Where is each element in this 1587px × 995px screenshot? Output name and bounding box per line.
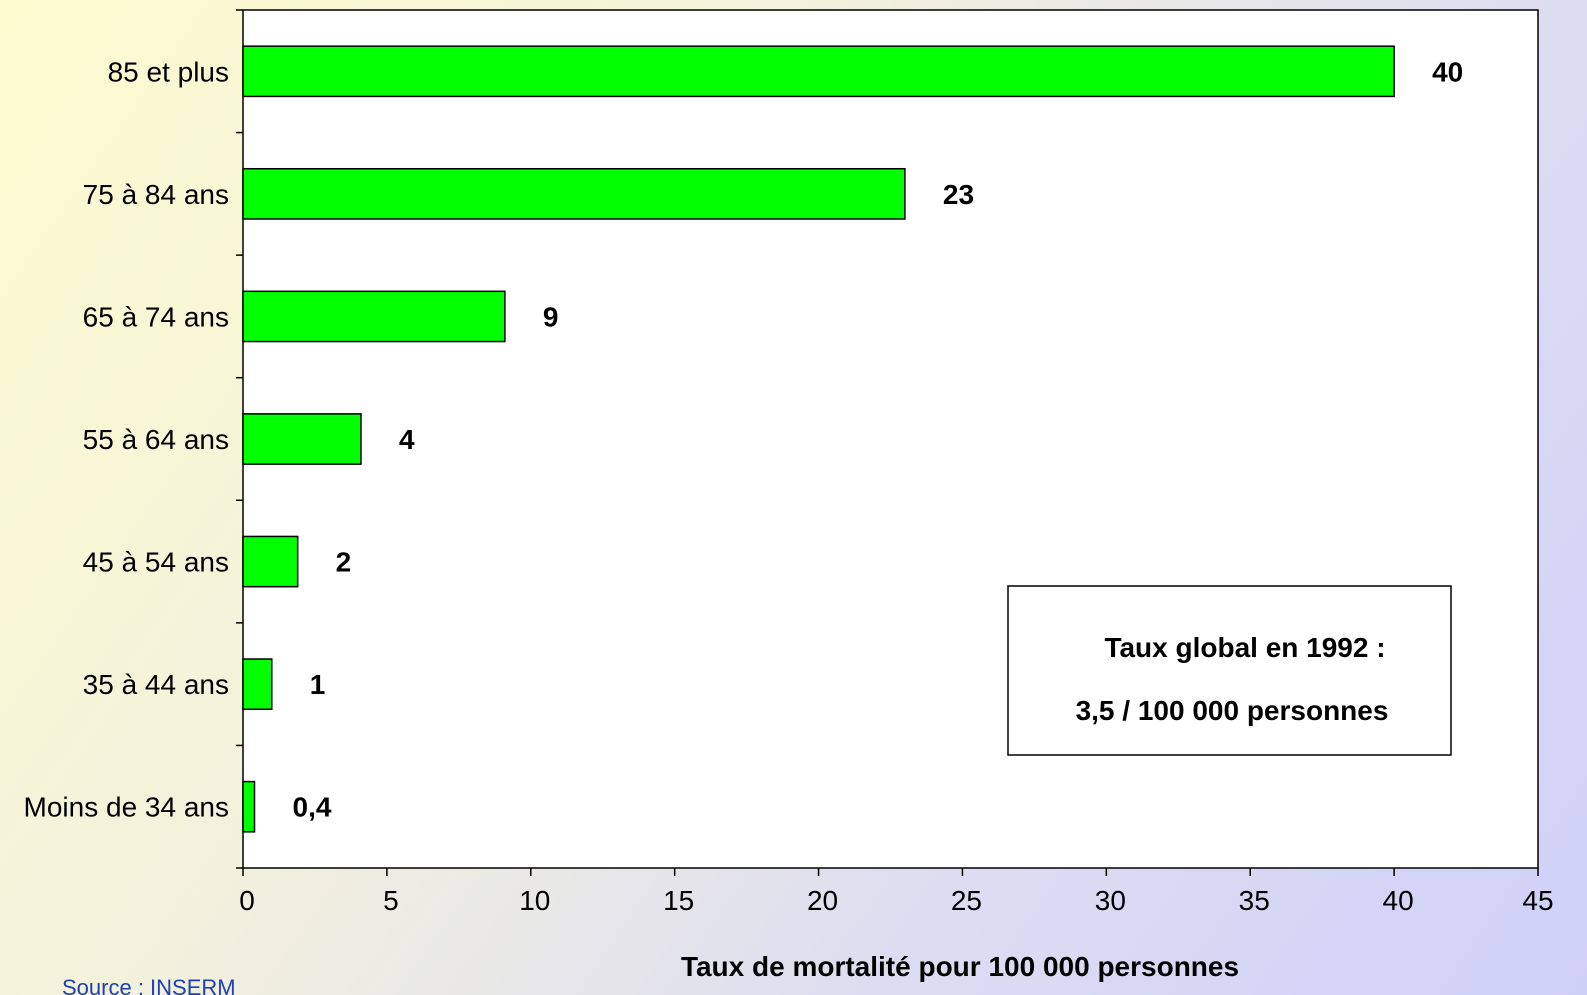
x-tick-label: 10 [519,885,550,916]
x-tick-label: 20 [807,885,838,916]
x-tick-label: 0 [239,885,255,916]
category-label: 35 à 44 ans [83,669,229,700]
category-label: 75 à 84 ans [83,179,229,210]
value-label: 1 [310,669,326,700]
value-label: 9 [543,301,559,332]
value-label: 40 [1432,56,1463,87]
x-tick-label: 25 [951,885,982,916]
category-label: 65 à 74 ans [83,301,229,332]
value-label: 23 [943,179,974,210]
bar [242,45,1395,98]
ticks-group [236,9,1539,876]
bar [242,535,299,588]
bar [242,290,506,343]
x-tick-label: 45 [1522,885,1553,916]
category-label: 55 à 64 ans [83,424,229,455]
source-note: Source : INSERM [62,975,236,995]
bar [242,413,362,465]
annotation-box [1007,585,1452,756]
bar [242,658,273,711]
value-label: 2 [336,547,352,578]
x-tick-label: 35 [1239,885,1270,916]
x-tick-label: 15 [663,885,694,916]
value-label: 4 [399,424,415,455]
bar [242,167,906,220]
x-tick-label: 30 [1095,885,1126,916]
bar [242,780,256,833]
category-label: 85 et plus [108,56,229,87]
annotation-line-2: 3,5 / 100 000 personnes [1076,695,1389,726]
bars-group [242,45,1395,833]
value-label: 0,4 [293,792,332,823]
x-tick-label: 40 [1383,885,1414,916]
x-axis-title: Taux de mortalité pour 100 000 personnes [681,951,1239,982]
annotation-line-1: Taux global en 1992 : [1104,632,1385,663]
category-label: 45 à 54 ans [83,547,229,578]
x-tick-label: 5 [383,885,399,916]
category-label: Moins de 34 ans [24,792,229,823]
